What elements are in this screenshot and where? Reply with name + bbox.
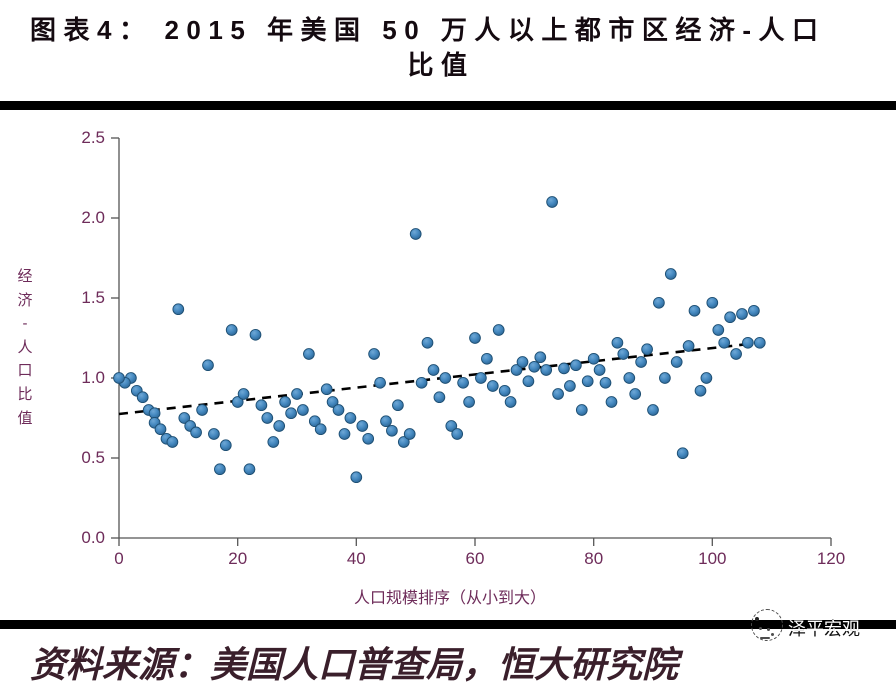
svg-text:20: 20	[228, 549, 247, 568]
svg-text:120: 120	[817, 549, 845, 568]
svg-text:1.5: 1.5	[81, 288, 105, 307]
svg-text:60: 60	[466, 549, 485, 568]
svg-text:0: 0	[114, 549, 123, 568]
svg-text:2.0: 2.0	[81, 208, 105, 227]
svg-text:0.5: 0.5	[81, 448, 105, 467]
svg-text:0.0: 0.0	[81, 528, 105, 547]
svg-text:80: 80	[584, 549, 603, 568]
svg-text:100: 100	[698, 549, 726, 568]
svg-text:40: 40	[347, 549, 366, 568]
svg-text:2.5: 2.5	[81, 128, 105, 147]
svg-text:1.0: 1.0	[81, 368, 105, 387]
